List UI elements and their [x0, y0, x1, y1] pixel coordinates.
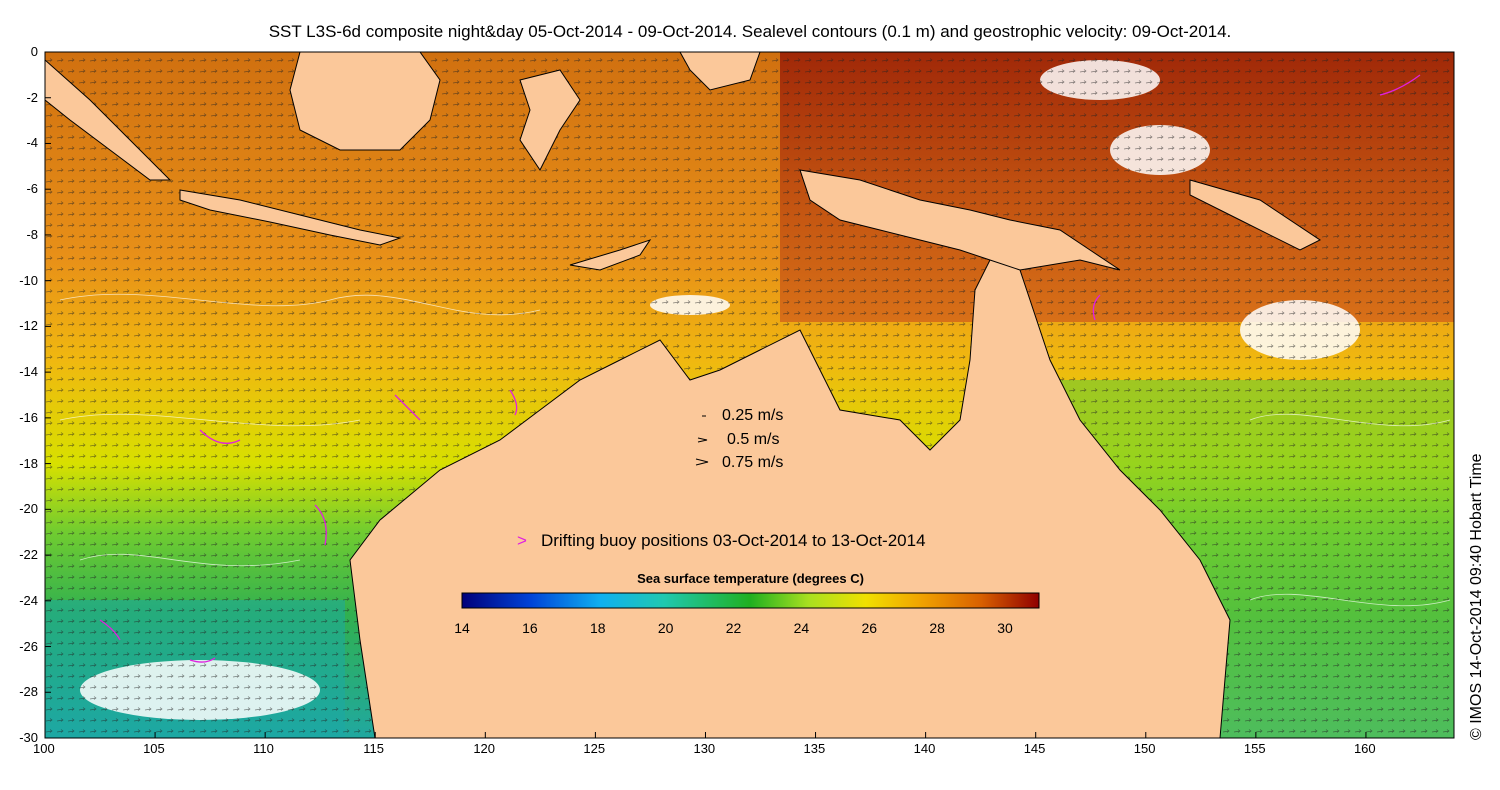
- colorbar-tick-label: 18: [589, 620, 606, 636]
- credit-text: © IMOS 14-Oct-2014 09:40 Hobart Time: [1468, 453, 1485, 740]
- map-frame: [44, 51, 1455, 739]
- northern-islands-landmass: [679, 52, 761, 91]
- lat-tick-label: -2: [26, 89, 38, 105]
- velocity-scale-label-3: 0.75 m/s: [722, 454, 784, 471]
- sumatra-landmass: [45, 59, 172, 181]
- velocity-scale-label-1: 0.25 m/s: [722, 407, 784, 424]
- lat-tick-label: -24: [19, 592, 38, 608]
- colorbar-tick-label: 20: [657, 620, 674, 636]
- lat-tick-label: -30: [19, 730, 38, 745]
- lat-tick-label: -18: [19, 455, 38, 471]
- lon-tick-label: 150: [1133, 741, 1156, 756]
- lon-tick-label: 155: [1243, 741, 1266, 756]
- lat-tick-label: -22: [19, 547, 38, 563]
- longitude-tick-marks: [44, 732, 1367, 738]
- borneo-landmass: [289, 52, 441, 151]
- lat-tick-label: -6: [26, 181, 38, 197]
- buoy-tracks: [99, 74, 1421, 663]
- colorbar-tick-label: 26: [861, 620, 878, 636]
- latitude-tick-marks: [45, 51, 51, 739]
- sulawesi-landmass: [519, 69, 581, 171]
- new-britain-landmass: [1189, 179, 1321, 251]
- map-plot-area: [45, 52, 1454, 738]
- new-guinea-landmass: [799, 169, 1121, 271]
- buoy-legend: > Drifting buoy positions 03-Oct-2014 to …: [517, 531, 926, 551]
- lat-tick-label: -16: [19, 409, 38, 425]
- lon-tick-label: 135: [803, 741, 826, 756]
- velocity-scale-label-2: 0.5 m/s: [727, 431, 780, 448]
- colorbar-tick-label: 14: [454, 620, 470, 636]
- buoy-legend-marker: >: [517, 531, 527, 550]
- lon-tick-label: 160: [1353, 741, 1376, 756]
- lat-tick-label: -12: [19, 318, 38, 334]
- colorbar-title: Sea surface temperature (degrees C): [637, 571, 864, 586]
- lat-tick-label: 0: [30, 44, 38, 59]
- lat-tick-label: -26: [19, 638, 38, 654]
- lat-tick-label: -8: [26, 226, 38, 242]
- lon-tick-label: 140: [913, 741, 936, 756]
- colorbar-tick-label: 28: [929, 620, 945, 636]
- lon-tick-label: 130: [693, 741, 716, 756]
- lon-tick-label: 100: [33, 741, 55, 756]
- java-landmass: [179, 189, 402, 246]
- lon-tick-label: 105: [143, 741, 165, 756]
- colorbar: [461, 592, 1040, 609]
- lat-tick-label: -20: [19, 501, 38, 517]
- lon-tick-label: 110: [253, 741, 274, 756]
- sealevel-contours: [59, 293, 1451, 607]
- colorbar-tick-label: 24: [793, 620, 810, 636]
- velocity-scale-arrows: [695, 415, 709, 466]
- colorbar-tick-label: 22: [725, 620, 742, 636]
- colorbar-tick-label: 30: [997, 620, 1013, 636]
- lat-tick-label: -14: [19, 364, 38, 380]
- map-title: SST L3S-6d composite night&day 05-Oct-20…: [268, 22, 1232, 41]
- lon-tick-label: 125: [583, 741, 606, 756]
- lat-tick-label: -4: [26, 135, 38, 151]
- land: [45, 52, 1321, 738]
- lat-tick-label: -28: [19, 684, 38, 700]
- colorbar-tick-label: 16: [522, 620, 538, 636]
- lon-tick-label: 120: [473, 741, 496, 756]
- lat-tick-label: -10: [19, 272, 38, 288]
- lon-tick-label: 115: [363, 741, 384, 756]
- timor-landmass: [569, 239, 652, 271]
- lon-tick-label: 145: [1023, 741, 1046, 756]
- buoy-legend-label: Drifting buoy positions 03-Oct-2014 to 1…: [540, 531, 926, 550]
- australia-landmass: [349, 239, 1231, 738]
